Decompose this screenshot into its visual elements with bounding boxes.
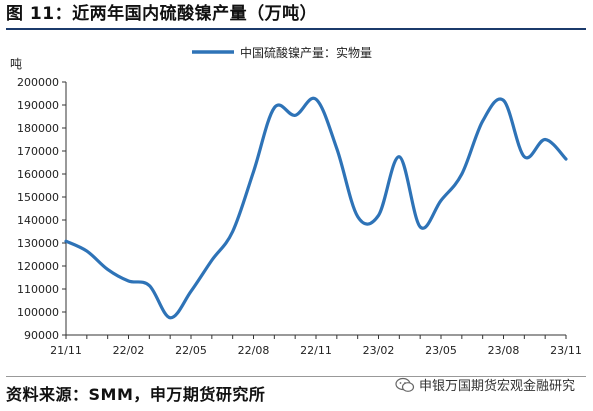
x-tick-label: 22/08 [238,344,270,357]
y-tick-label: 150000 [17,191,59,204]
y-tick-label: 140000 [17,214,59,227]
line-chart: 中国硫酸镍产量：实物量 吨 90000 100000 110000 120000 130… [10,45,582,357]
y-tick-label: 180000 [17,122,59,135]
data-point [189,290,193,293]
watermark-text: 申银万国期货宏观金融研究 [418,379,575,394]
x-axis-ticks: 21/11 22/02 22/05 22/08 22/11 23/02 23/05 23/08… [50,335,582,357]
data-point [523,155,526,158]
data-point [231,230,234,233]
x-tick-label: 23/08 [488,344,520,357]
data-point [460,172,464,176]
data-point [127,279,130,283]
y-axis-ticks: 90000 100000 110000 120000 130000 140000 15000… [17,76,66,342]
source-note: 资料来源：SMM，申万期货研究所 [6,385,266,404]
data-point [106,268,109,271]
x-tick-label: 22/11 [300,344,332,357]
x-tick-label: 23/05 [425,344,457,357]
data-point [439,199,443,202]
x-tick-label: 21/11 [50,344,82,357]
data-point [564,157,568,161]
x-tick-label: 22/02 [113,344,145,357]
y-tick-label: 110000 [17,283,59,296]
data-point [210,259,214,262]
x-tick-label: 23/11 [550,344,582,357]
watermark: 申银万国期货宏观金融研究 [395,375,575,394]
data-point [64,239,68,243]
chart-legend: 中国硫酸镍产量：实物量 [192,45,372,60]
y-axis-unit: 吨 [10,57,22,71]
legend-label: 中国硫酸镍产量：实物量 [240,45,372,60]
data-point [377,214,380,217]
source-divider [6,376,586,377]
y-tick-label: 170000 [17,145,59,158]
data-point [335,147,339,150]
data-point [273,106,276,109]
y-tick-label: 130000 [17,237,59,250]
series-line-nickel-sulfate [64,96,568,320]
data-point [502,99,505,102]
figure-title: 图 11：近两年国内硫酸镍产量（万吨） [6,2,586,30]
y-tick-label: 160000 [17,168,59,181]
y-tick-label: 120000 [17,260,59,273]
data-point [418,225,422,229]
data-point [252,170,255,173]
y-tick-label: 190000 [17,99,59,112]
data-point [314,98,318,101]
x-tick-label: 22/05 [175,344,207,357]
wechat-icon [395,377,415,392]
data-point [481,119,484,123]
data-point [356,215,359,218]
data-point [148,284,151,287]
data-point [398,155,401,158]
series-points [64,98,568,319]
x-tick-label: 23/02 [363,344,395,357]
y-tick-label: 100000 [17,306,59,319]
data-point [168,316,172,319]
y-tick-label: 200000 [17,76,59,89]
data-point [293,114,297,117]
y-tick-label: 90000 [24,329,59,342]
data-point [543,138,547,141]
data-point [85,249,89,253]
